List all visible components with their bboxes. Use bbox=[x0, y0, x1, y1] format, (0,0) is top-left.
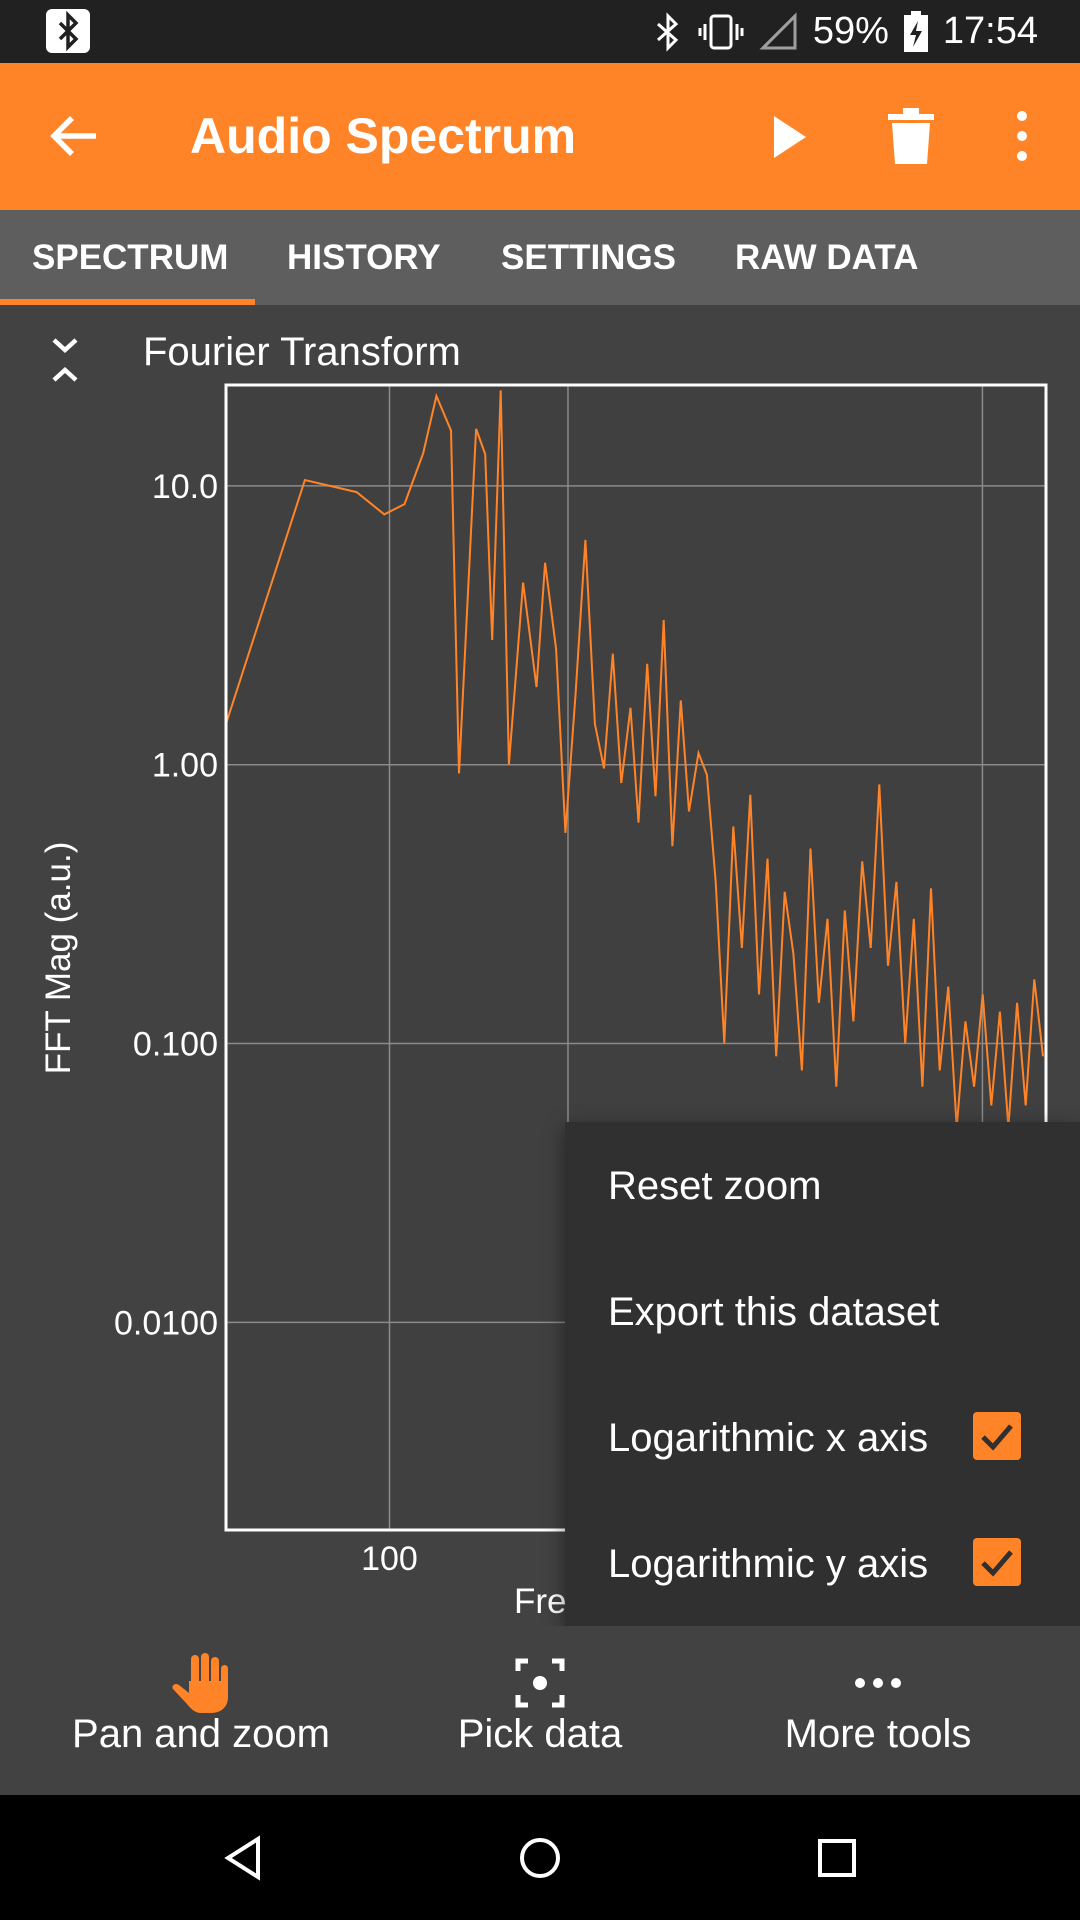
y-tick-label: 1.00 bbox=[152, 747, 218, 785]
bluetooth-notification-icon bbox=[46, 9, 90, 53]
menu-item-reset-zoom[interactable]: Reset zoom bbox=[608, 1164, 822, 1208]
status-bar: 59% 17:54 bbox=[0, 0, 1080, 63]
target-icon bbox=[515, 1658, 565, 1708]
pan-zoom-tool[interactable]: Pan and zoom bbox=[21, 1626, 381, 1795]
navigation-bar bbox=[0, 1795, 1080, 1920]
nav-recents-icon[interactable] bbox=[812, 1833, 862, 1883]
fft-series-line bbox=[225, 390, 1044, 1128]
y-tick-label: 0.0100 bbox=[114, 1304, 218, 1342]
log-x-checkbox[interactable] bbox=[973, 1412, 1021, 1460]
tool-bar: Pan and zoom Pick data More tools bbox=[0, 1626, 1080, 1795]
y-axis-label: FFT Mag (a.u.) bbox=[39, 842, 78, 1075]
hand-icon bbox=[172, 1653, 228, 1713]
grid bbox=[226, 385, 1046, 1530]
checkmark-icon bbox=[981, 1550, 1013, 1577]
selected-tab-indicator bbox=[0, 299, 255, 305]
y-tick-label: 0.100 bbox=[133, 1026, 218, 1064]
vibrate-icon bbox=[698, 14, 744, 49]
menu-item-log-x[interactable]: Logarithmic x axis bbox=[608, 1416, 929, 1460]
back-arrow-icon[interactable] bbox=[44, 106, 104, 166]
more-tools-label: More tools bbox=[784, 1712, 972, 1756]
tab-bar: SPECTRUM HISTORY SETTINGS RAW DATA bbox=[0, 210, 1080, 305]
menu-item-export-dataset[interactable]: Export this dataset bbox=[608, 1290, 940, 1334]
overflow-menu: Reset zoom Export this dataset Logarithm… bbox=[565, 1122, 1080, 1626]
graph-title: Fourier Transform bbox=[143, 330, 461, 374]
play-icon[interactable] bbox=[762, 110, 816, 164]
tab-history[interactable]: HISTORY bbox=[287, 237, 441, 277]
tab-raw-data[interactable]: RAW DATA bbox=[735, 237, 919, 277]
y-tick-label: 10.0 bbox=[152, 468, 218, 506]
battery-charging-icon bbox=[903, 10, 928, 52]
nav-back-icon[interactable] bbox=[220, 1833, 270, 1883]
signal-icon bbox=[759, 11, 797, 49]
more-horizontal-icon bbox=[855, 1678, 901, 1688]
app-title: Audio Spectrum bbox=[190, 108, 577, 164]
x-axis-label: Fre bbox=[514, 1582, 567, 1621]
collapse-icon[interactable] bbox=[46, 336, 84, 386]
pick-data-tool[interactable]: Pick data bbox=[360, 1626, 720, 1795]
tab-spectrum[interactable]: SPECTRUM bbox=[32, 237, 229, 277]
x-tick-label: 100 bbox=[361, 1540, 418, 1578]
status-icons: 59% 17:54 bbox=[653, 0, 1038, 63]
app-bar: Audio Spectrum bbox=[0, 63, 1080, 210]
more-tools-tool[interactable]: More tools bbox=[698, 1626, 1058, 1795]
more-vert-icon[interactable] bbox=[1004, 106, 1040, 166]
battery-percent: 59% bbox=[812, 10, 889, 52]
pan-zoom-label: Pan and zoom bbox=[72, 1712, 330, 1756]
nav-home-icon[interactable] bbox=[515, 1833, 565, 1883]
tab-settings[interactable]: SETTINGS bbox=[501, 237, 677, 277]
clock: 17:54 bbox=[942, 10, 1038, 52]
checkmark-icon bbox=[981, 1424, 1013, 1451]
pick-data-label: Pick data bbox=[457, 1712, 623, 1756]
menu-item-log-y[interactable]: Logarithmic y axis bbox=[608, 1542, 929, 1586]
bluetooth-icon bbox=[656, 11, 679, 52]
log-y-checkbox[interactable] bbox=[973, 1538, 1021, 1586]
delete-icon[interactable] bbox=[884, 106, 938, 166]
